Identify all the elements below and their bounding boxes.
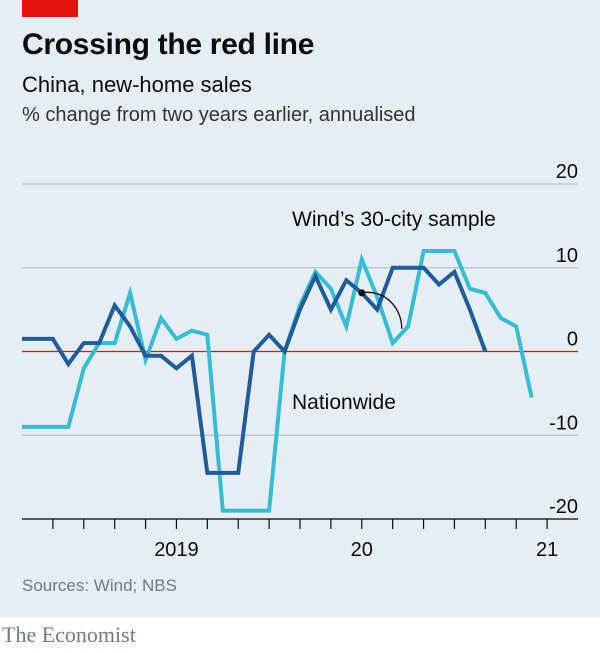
brand-red-tag [22, 0, 78, 17]
chart-subtitle: China, new-home sales [22, 72, 252, 97]
y-tick-label: 10 [556, 245, 578, 267]
annotation-leader [361, 291, 403, 329]
y-tick-label: 0 [567, 329, 578, 351]
annotation-wind-sample: Wind’s 30-city sample [292, 208, 496, 231]
annotations: Wind’s 30-city sample Nationwide [292, 208, 496, 414]
y-axis-labels: 20 10 0 -10 -20 [549, 161, 578, 518]
series-lines [22, 249, 534, 513]
y-tick-label: -10 [549, 412, 578, 434]
x-tick-label: 20 [351, 539, 373, 561]
y-tick-label: 20 [556, 161, 578, 183]
series-line [22, 249, 534, 513]
brand-logo-text: The Economist [2, 622, 136, 647]
chart-title: Crossing the red line [22, 28, 315, 61]
line-chart: 20 10 0 -10 -20 2019 20 21 Wind’s 30-city samp… [22, 161, 578, 561]
x-tick-label: 21 [536, 539, 558, 561]
chart-units: % change from two years earlier, annuali… [22, 104, 416, 126]
x-axis: 2019 20 21 [22, 518, 578, 561]
x-tick-label: 2019 [154, 539, 199, 561]
source-note: Sources: Wind; NBS [22, 576, 177, 595]
gridlines [22, 183, 578, 520]
y-tick-label: -20 [549, 496, 578, 518]
series-line [22, 265, 488, 475]
annotation-nationwide: Nationwide [292, 391, 396, 414]
